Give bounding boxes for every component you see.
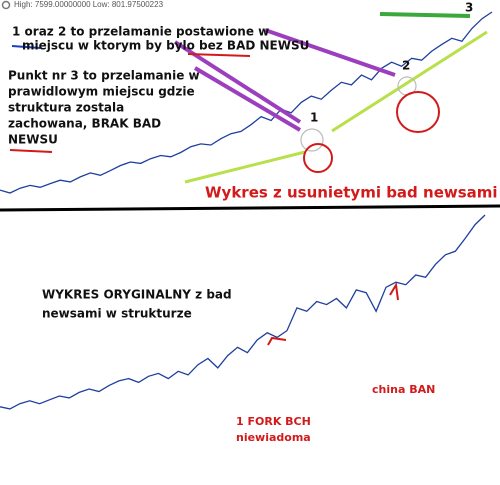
point-label: 1 xyxy=(310,111,318,125)
point-label: 3 xyxy=(465,1,473,15)
annotation: miejscu w ktorym by bylo bez BAD NEWSU xyxy=(22,39,309,53)
section-title: WYKRES ORYGINALNY z bad xyxy=(42,288,232,302)
underline xyxy=(9,149,53,153)
arrow xyxy=(389,282,399,301)
event-label: china BAN xyxy=(372,383,435,396)
circle-mark xyxy=(300,128,324,152)
pointer-line xyxy=(264,28,396,77)
price-line xyxy=(0,214,486,410)
annotation: 1 oraz 2 to przelamanie postawione w xyxy=(12,25,269,39)
arrow xyxy=(267,336,287,346)
underline xyxy=(187,53,251,57)
annotation: struktura zostala xyxy=(8,101,124,115)
trend-line xyxy=(379,12,471,18)
annotation: zachowana, BRAK BAD xyxy=(8,117,161,131)
circle-mark xyxy=(303,143,333,173)
annotation: Punkt nr 3 to przelamanie w xyxy=(8,69,200,83)
annotation: prawidlowym miejscu gdzie xyxy=(8,85,195,99)
pointer-line xyxy=(173,40,302,124)
gear-icon xyxy=(1,0,11,10)
trend-line xyxy=(184,150,306,184)
event-label: niewiadoma xyxy=(236,431,311,444)
event-label: 1 FORK BCH xyxy=(236,415,311,428)
pointer-line xyxy=(193,66,302,132)
point-label: 2 xyxy=(402,59,410,73)
price-line xyxy=(0,11,493,194)
section-title: newsami w strukturze xyxy=(42,307,192,321)
separator xyxy=(0,204,500,212)
section-title: Wykres z usunietymi bad newsami xyxy=(205,184,498,202)
annotation: NEWSU xyxy=(8,133,58,147)
circle-mark xyxy=(396,91,440,133)
trend-line xyxy=(331,30,488,133)
header-text: High: 7599.00000000 Low: 801.97500223 xyxy=(14,0,164,9)
underline xyxy=(11,45,41,49)
